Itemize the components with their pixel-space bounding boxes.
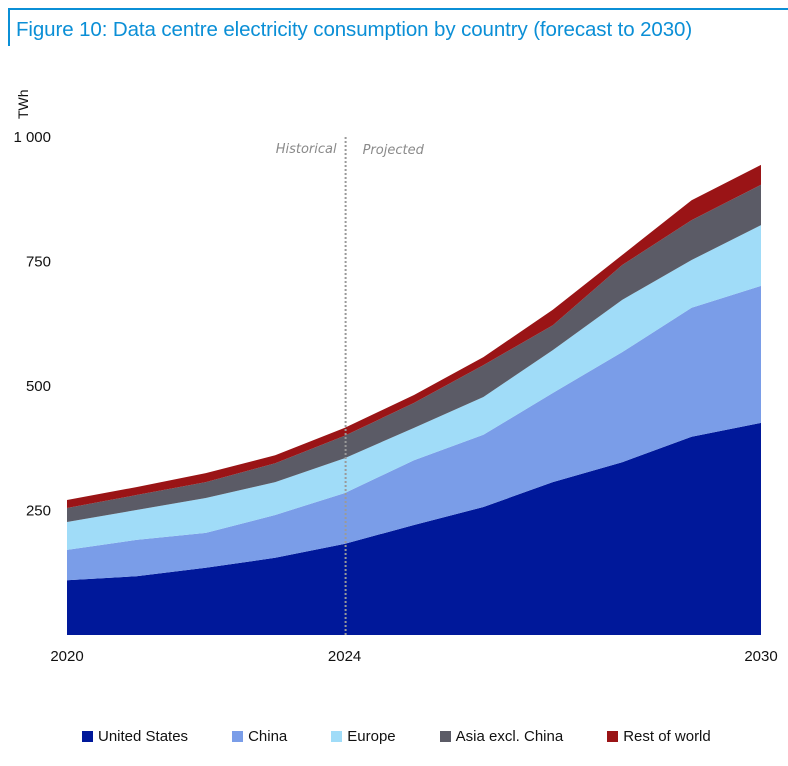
annotation-historical: Historical — [276, 142, 337, 157]
y-axis-ticks: 250 500 750 1 000 — [13, 129, 51, 520]
x-tick-label: 2030 — [744, 648, 777, 665]
chart-title: Figure 10: Data centre electricity consu… — [16, 18, 693, 41]
area-united-states — [67, 422, 761, 635]
area-europe — [67, 225, 761, 550]
legend-swatch — [331, 731, 343, 742]
legend: United States China Europe Asia excl. China… — [82, 728, 711, 745]
stacked-areas — [67, 164, 761, 635]
x-tick-label: 2020 — [50, 648, 83, 665]
legend-item: Asia excl. China — [439, 728, 564, 745]
y-tick-label: 1 000 — [13, 129, 51, 146]
legend-swatch — [607, 731, 619, 742]
y-tick-label: 500 — [26, 378, 51, 395]
legend-label: United States — [98, 728, 189, 745]
title-top-rule — [8, 8, 788, 10]
x-tick-label: 2024 — [328, 648, 361, 665]
legend-label: Europe — [347, 728, 396, 745]
y-tick-label: 250 — [26, 503, 51, 520]
legend-item: China — [232, 728, 287, 745]
legend-label: Rest of world — [623, 728, 711, 745]
y-tick-label: 750 — [26, 254, 51, 271]
legend-label: Asia excl. China — [455, 728, 564, 745]
title-left-rule — [8, 8, 10, 46]
legend-item: United States — [82, 728, 188, 745]
y-axis-label: TWh — [15, 89, 31, 119]
legend-swatch — [439, 731, 451, 742]
area-china — [67, 285, 761, 581]
legend-item: Rest of world — [607, 728, 711, 745]
legend-item: Europe — [331, 728, 396, 745]
x-axis-ticks: 2020 2024 2030 — [50, 648, 777, 665]
legend-swatch — [82, 731, 93, 742]
annotation-projected: Projected — [363, 143, 425, 158]
legend-label: China — [248, 728, 288, 745]
legend-swatch — [232, 731, 244, 742]
